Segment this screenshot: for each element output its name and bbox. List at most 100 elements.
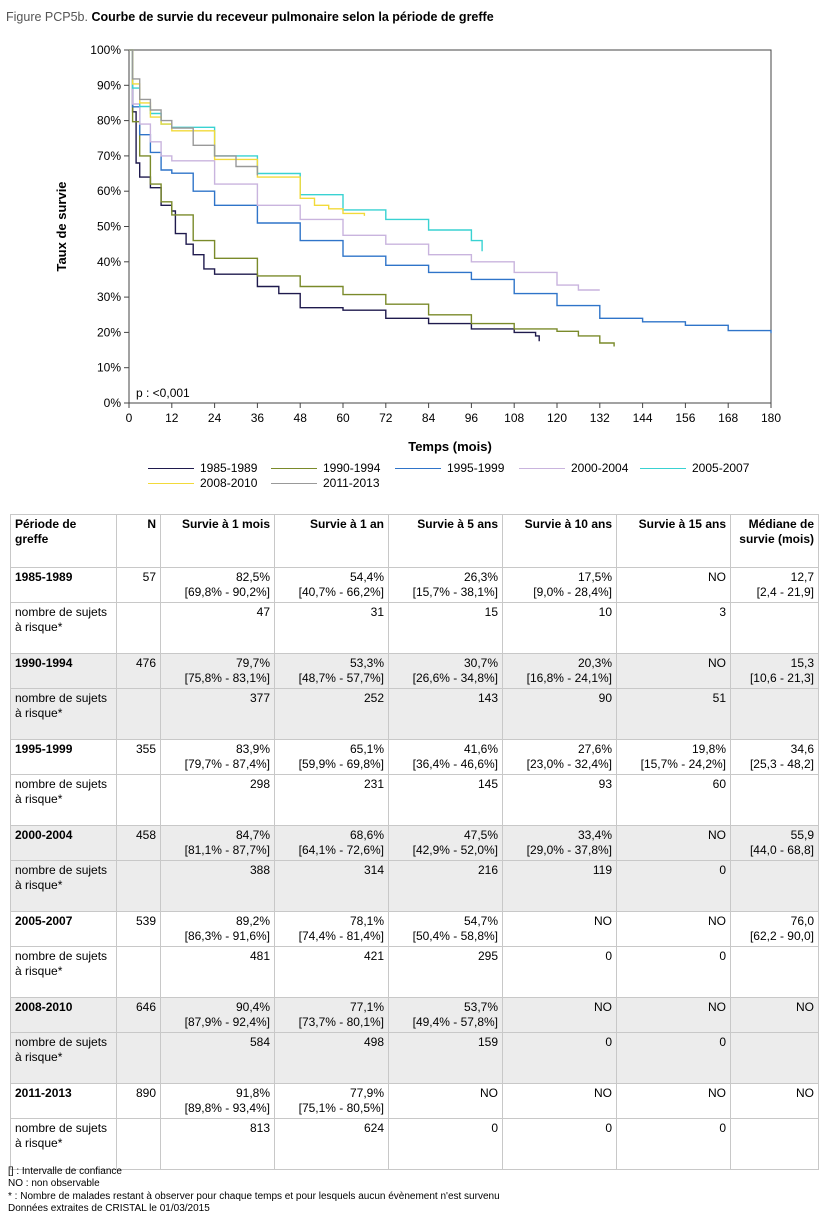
legend-label: 2008-2010: [200, 476, 258, 490]
legend-label: 2011-2013: [323, 476, 380, 490]
confidence-interval: [2,4 - 21,9]: [756, 585, 814, 599]
risk-count: 159: [388, 1032, 503, 1084]
risk-label: nombre de sujets à risque*: [10, 860, 117, 912]
risk-count: 90: [502, 688, 617, 740]
legend-swatch: [519, 468, 565, 470]
x-tick-label: 144: [633, 411, 653, 425]
x-tick-label: 72: [379, 411, 393, 425]
survival-value: 26,3%: [463, 570, 498, 584]
survival-cell: 17,5% [9,0% - 28,4%]: [502, 567, 617, 603]
n-cell: 539: [116, 911, 161, 947]
column-header: Survie à 5 ans: [388, 514, 503, 568]
survival-value: 20,3%: [577, 656, 612, 670]
risk-count: 93: [502, 774, 617, 826]
x-tick-label: 168: [718, 411, 738, 425]
confidence-interval: [75,8% - 83,1%]: [184, 671, 270, 685]
confidence-interval: [59,9% - 69,8%]: [298, 757, 384, 771]
survival-value: 78,1%: [349, 914, 384, 928]
confidence-interval: [86,3% - 91,6%]: [184, 929, 270, 943]
y-tick-label: 30%: [97, 290, 121, 304]
footnotes: [] : Intervalle de confiance NO : non ob…: [8, 1166, 500, 1215]
table-row: 1995-1999 355 83,9% [79,7% - 87,4%] 65,1% [59…: [10, 739, 819, 775]
confidence-interval: [64,1% - 72,6%]: [298, 843, 384, 857]
footnote-ci: [] : Intervalle de confiance: [8, 1166, 122, 1177]
survival-value: 89,2%: [235, 914, 270, 928]
risk-count: 498: [274, 1032, 389, 1084]
table-row: 2005-2007 539 89,2% [86,3% - 91,6%] 78,1% [74…: [10, 911, 819, 947]
survival-cell: 90,4% [87,9% - 92,4%]: [160, 997, 275, 1033]
survival-cell: 68,6% [64,1% - 72,6%]: [274, 825, 389, 861]
legend-label: 1985-1989: [200, 461, 258, 475]
survival-cell: 83,9% [79,7% - 87,4%]: [160, 739, 275, 775]
y-tick-label: 10%: [97, 361, 121, 375]
chart-legend: 1985-1989 1990-1994 1995-1999 2000-2004 2005…: [148, 460, 788, 492]
empty-cell: [116, 602, 161, 654]
legend-item-2008-2010: 2008-2010: [148, 475, 257, 491]
survival-value: 90,4%: [235, 1000, 270, 1014]
table-row: 2008-2010 646 90,4% [87,9% - 92,4%] 77,1% [73…: [10, 997, 819, 1033]
risk-count: 252: [274, 688, 389, 740]
legend-item-2000-2004: 2000-2004: [519, 460, 628, 476]
survival-value: 53,7%: [463, 1000, 498, 1014]
x-tick-label: 108: [504, 411, 524, 425]
risk-count: 0: [502, 946, 617, 998]
risk-count: [730, 1118, 819, 1170]
n-cell: 355: [116, 739, 161, 775]
survival-value: 19,8%: [691, 742, 726, 756]
risk-count: 119: [502, 860, 617, 912]
survival-cell: 78,1% [74,4% - 81,4%]: [274, 911, 389, 947]
legend-item-1995-1999: 1995-1999: [395, 460, 504, 476]
period-cell: 2011-2013: [10, 1083, 117, 1119]
survival-value: NO: [708, 1000, 726, 1014]
empty-cell: [116, 946, 161, 998]
confidence-interval: [29,0% - 37,8%]: [526, 843, 612, 857]
x-tick-label: 60: [336, 411, 350, 425]
risk-count: 15: [388, 602, 503, 654]
survival-value: 54,4%: [349, 570, 384, 584]
confidence-interval: [69,8% - 90,2%]: [184, 585, 270, 599]
survival-value: NO: [594, 914, 612, 928]
survival-value: 82,5%: [235, 570, 270, 584]
survival-cell: NO: [616, 1083, 731, 1119]
risk-count: [730, 774, 819, 826]
survival-cell: NO: [616, 997, 731, 1033]
period-cell: 1990-1994: [10, 653, 117, 689]
survival-table: Période de greffe N Survie à 1 mois Survie …: [10, 514, 819, 1170]
survival-curve-1995-1999: [129, 49, 772, 334]
survival-curve-2005-2007: [129, 49, 483, 252]
risk-count: 0: [388, 1118, 503, 1170]
survival-value: 17,5%: [577, 570, 612, 584]
legend-swatch: [148, 468, 194, 470]
confidence-interval: [73,7% - 80,1%]: [298, 1015, 384, 1029]
survival-cell: 27,6% [23,0% - 32,4%]: [502, 739, 617, 775]
survival-cell: NO: [502, 911, 617, 947]
risk-count: 3: [616, 602, 731, 654]
legend-swatch: [271, 468, 317, 470]
column-header: Survie à 1 an: [274, 514, 389, 568]
legend-swatch: [271, 483, 317, 485]
survival-cell: NO: [616, 911, 731, 947]
survival-value: 84,7%: [235, 828, 270, 842]
survival-value: 12,7: [790, 570, 814, 584]
risk-count: 298: [160, 774, 275, 826]
table-row: 2011-2013 890 91,8% [89,8% - 93,4%] 77,9% [75…: [10, 1083, 819, 1119]
risk-count: 10: [502, 602, 617, 654]
y-tick-label: 100%: [90, 43, 121, 57]
x-tick-label: 132: [590, 411, 610, 425]
survival-curve-2000-2004: [129, 49, 600, 291]
survival-cell: 65,1% [59,9% - 69,8%]: [274, 739, 389, 775]
survival-cell: 79,7% [75,8% - 83,1%]: [160, 653, 275, 689]
risk-label: nombre de sujets à risque*: [10, 602, 117, 654]
table-row: 1985-1989 57 82,5% [69,8% - 90,2%] 54,4% [40,…: [10, 567, 819, 603]
risk-count: 813: [160, 1118, 275, 1170]
x-axis-label: Temps (mois): [408, 439, 492, 454]
risk-count: 0: [616, 860, 731, 912]
risk-count: 314: [274, 860, 389, 912]
confidence-interval: [40,7% - 66,2%]: [298, 585, 384, 599]
x-tick-label: 84: [422, 411, 436, 425]
period-cell: 2005-2007: [10, 911, 117, 947]
survival-cell: NO: [388, 1083, 503, 1119]
legend-label: 2000-2004: [571, 461, 629, 475]
x-tick-label: 36: [251, 411, 265, 425]
risk-count: 584: [160, 1032, 275, 1084]
